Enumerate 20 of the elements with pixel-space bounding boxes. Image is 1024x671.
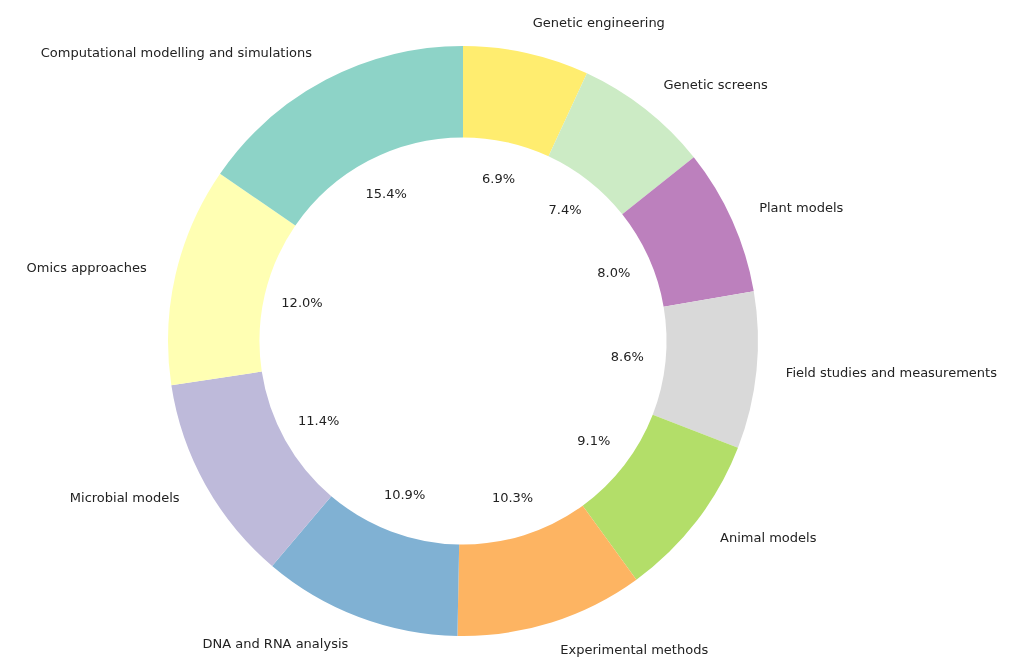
slice-label: Computational modelling and simulations: [40, 45, 313, 61]
data-label: 8.0%: [597, 264, 631, 280]
slice-label: Microbial models: [69, 490, 180, 506]
slice-label: Field studies and measurements: [785, 364, 998, 380]
data-label: 12.0%: [281, 295, 323, 311]
slice-label: Experimental methods: [560, 641, 709, 657]
data-label: 8.6%: [610, 348, 644, 364]
data-label: 15.4%: [365, 186, 407, 202]
slice-label: Genetic screens: [663, 77, 769, 93]
data-label: 7.4%: [548, 202, 582, 218]
data-label: 10.9%: [383, 486, 426, 502]
data-label: 10.3%: [491, 489, 534, 505]
data-label: 6.9%: [482, 171, 516, 187]
slice-label: Plant models: [759, 199, 844, 215]
data-label: 11.4%: [298, 412, 340, 428]
slice-label: Animal models: [720, 530, 817, 546]
data-label: 9.1%: [577, 433, 611, 449]
slice-label: Genetic engineering: [532, 15, 665, 31]
slice-label: Omics approaches: [26, 259, 147, 275]
slice-label: DNA and RNA analysis: [202, 635, 349, 651]
